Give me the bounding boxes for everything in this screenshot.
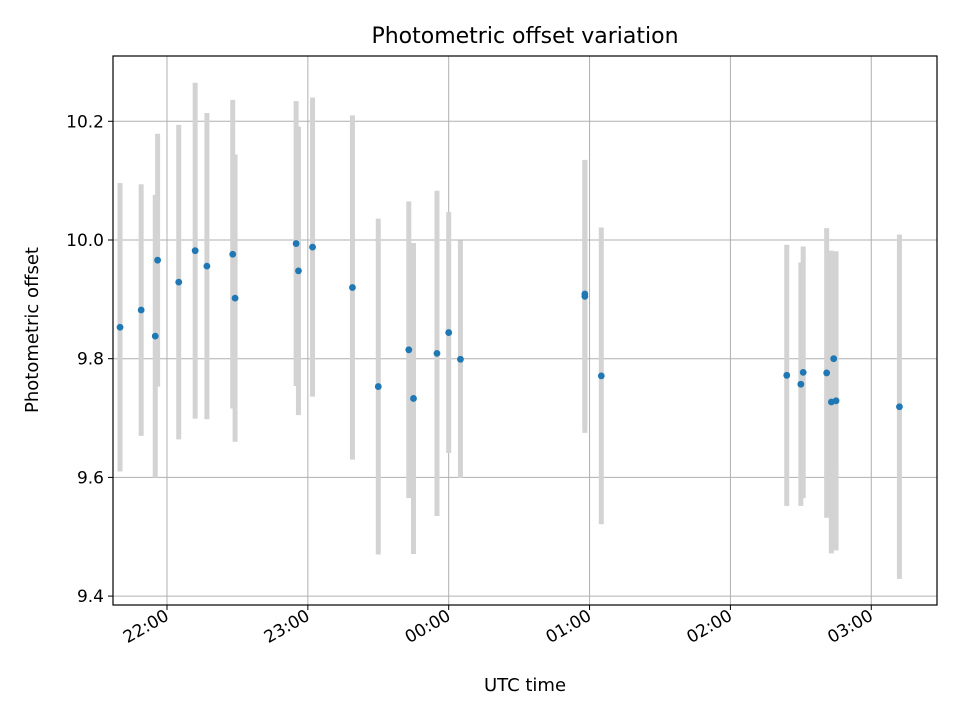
data-point — [410, 395, 417, 402]
data-point — [581, 290, 589, 298]
data-point — [231, 294, 239, 302]
data-points — [116, 240, 903, 411]
data-point — [191, 247, 199, 255]
data-point — [823, 369, 831, 377]
y-tick-label: 10.2 — [66, 112, 104, 132]
data-point — [116, 323, 124, 331]
y-tick-label: 10.0 — [66, 231, 104, 251]
data-point — [830, 355, 838, 363]
data-point — [374, 383, 382, 390]
data-point — [457, 355, 464, 363]
data-point — [151, 332, 159, 340]
data-point — [797, 380, 805, 388]
data-point — [445, 329, 453, 336]
data-point — [405, 346, 413, 354]
data-point — [295, 267, 302, 275]
data-point — [783, 371, 791, 379]
data-point — [433, 349, 441, 357]
data-point — [175, 278, 183, 286]
data-point — [292, 240, 300, 247]
y-axis-label: Photometric offset — [22, 247, 43, 413]
plot-frame — [112, 55, 938, 606]
data-point — [154, 256, 162, 264]
data-point — [597, 372, 605, 380]
data-point — [349, 284, 356, 291]
x-axis-label: UTC time — [484, 675, 566, 696]
data-point — [896, 403, 903, 411]
y-tick-label: 9.8 — [77, 350, 104, 370]
data-point — [229, 250, 237, 258]
y-axis-ticks: 9.4 9.6 9.8 10.0 10.2 — [66, 112, 113, 607]
data-point — [203, 262, 211, 270]
chart-title: Photometric offset variation — [371, 24, 678, 49]
y-tick-label: 9.4 — [77, 587, 104, 607]
data-point — [137, 306, 145, 314]
data-point — [309, 243, 316, 251]
y-tick-label: 9.6 — [77, 468, 104, 488]
data-point — [832, 397, 840, 405]
data-point — [799, 368, 807, 376]
